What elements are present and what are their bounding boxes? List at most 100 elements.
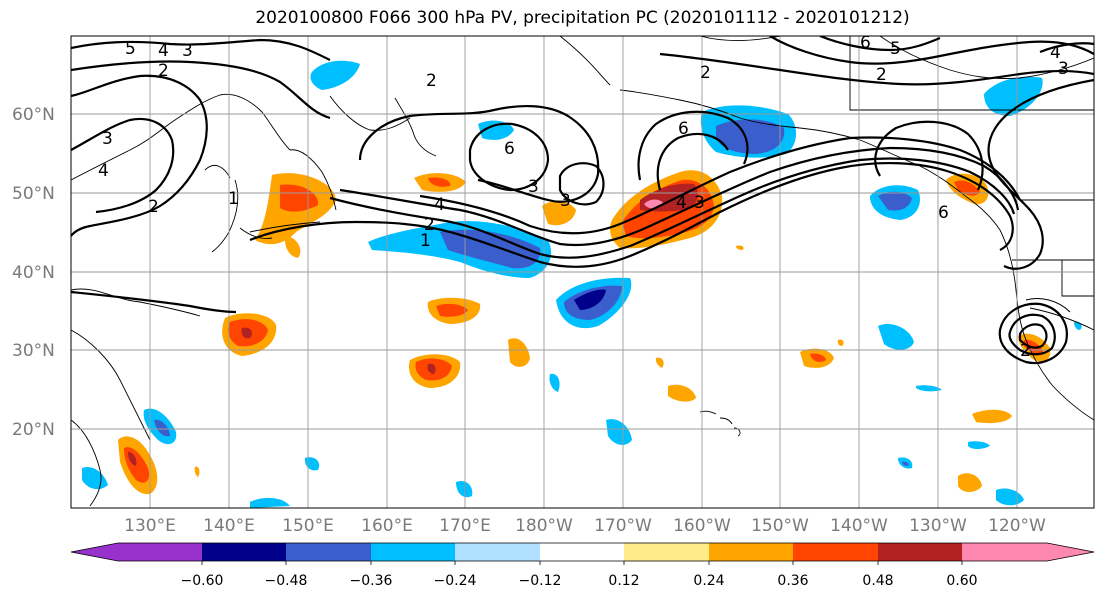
pv-contour	[71, 38, 331, 61]
precip-patch	[456, 480, 473, 498]
pv-contour	[987, 78, 1094, 270]
precip-patch	[716, 119, 785, 154]
contour-label: 2	[426, 71, 437, 91]
precip-patch	[902, 461, 909, 466]
precip-patch	[968, 441, 990, 449]
colorbar-segment	[793, 543, 878, 561]
precip-patch	[478, 120, 514, 140]
lat-label: 30°N	[12, 341, 55, 361]
contour-label: 3	[182, 41, 193, 61]
lon-label: 150°W	[751, 516, 809, 536]
colorbar-segment	[962, 543, 1047, 561]
colorbar-tick-label: −0.36	[350, 573, 393, 589]
pv-contour	[819, 36, 941, 52]
precip-patch	[606, 419, 632, 445]
lon-label: 170°E	[439, 516, 491, 536]
coastline-hawaii	[699, 410, 741, 437]
pv-contour	[71, 60, 331, 120]
lat-label: 20°N	[12, 420, 55, 440]
contour-label: 3	[694, 193, 705, 213]
precip-patch	[954, 180, 980, 196]
colorbar-segment	[118, 543, 202, 561]
colorbar-tick-label: −0.24	[434, 573, 477, 589]
precip-patch	[878, 191, 912, 211]
precip-patch	[668, 384, 696, 402]
lon-label: 130°E	[124, 516, 176, 536]
lon-label: 160°E	[361, 516, 413, 536]
colorbar-segment	[371, 543, 455, 561]
lat-label: 60°N	[12, 105, 55, 125]
contour-label: 6	[504, 139, 515, 159]
pv-contour	[71, 290, 237, 314]
precip-patch	[304, 457, 320, 471]
lon-label: 140°W	[830, 516, 888, 536]
pv-contour	[339, 146, 1020, 247]
colorbar-ticks: −0.60 −0.48 −0.36 −0.24 −0.12 0.12 0.24 …	[181, 573, 978, 589]
map-title: 2020100800 F066 300 hPa PV, precipitatio…	[255, 8, 910, 28]
contour-label: 4	[98, 161, 109, 181]
pv-contour	[874, 120, 984, 191]
colorbar-segment	[540, 543, 624, 561]
precip-patch	[284, 235, 301, 258]
colorbar-tick-label: −0.12	[519, 573, 562, 589]
lon-axis: 130°E 140°E 150°E 160°E 170°E 180°W 170°…	[124, 516, 1046, 536]
lon-label: 170°W	[594, 516, 652, 536]
precip-shading	[82, 60, 1082, 508]
precip-patch	[508, 338, 530, 367]
pv-contour	[468, 122, 550, 192]
colorbar-tick-label: 0.48	[862, 573, 893, 589]
precip-patch	[82, 466, 108, 490]
pv-contour	[637, 110, 749, 181]
contour-label: 6	[938, 203, 949, 223]
contour-label: 3	[528, 177, 539, 197]
lat-label: 40°N	[12, 263, 55, 283]
precip-patch	[916, 385, 942, 392]
precip-patch	[280, 184, 319, 212]
colorbar-extend-max	[1047, 543, 1094, 561]
colorbar-segment	[202, 543, 286, 561]
precip-patch	[549, 373, 560, 392]
precip-patch	[574, 289, 606, 310]
coastline-kuril-kamchatka	[289, 95, 437, 211]
contour-label: 5	[125, 39, 136, 59]
colorbar-segment	[878, 543, 962, 561]
contour-label: 2	[424, 215, 435, 235]
pv-contour	[1039, 42, 1094, 54]
precip-patch	[128, 452, 137, 466]
coastline-alaska	[619, 89, 1001, 231]
contour-label: 4	[1050, 43, 1061, 63]
contour-label: 2	[1020, 341, 1031, 361]
precip-patch	[655, 357, 664, 368]
contour-label: 2	[876, 65, 887, 85]
precip-patch	[972, 409, 1012, 424]
contour-label: 1	[228, 189, 239, 209]
precip-patch	[984, 76, 1043, 116]
pv-contours-thin	[249, 221, 1071, 313]
pv-contour	[71, 74, 208, 237]
contour-label: 3	[1058, 59, 1069, 79]
precip-patch	[810, 353, 826, 362]
colorbar-segment	[624, 543, 709, 561]
precip-patch	[837, 339, 844, 346]
coastline-asia	[71, 93, 291, 507]
pv-contours	[71, 36, 1094, 365]
colorbar-segment	[455, 543, 540, 561]
colorbar-tick-label: 0.12	[608, 573, 639, 589]
precip-patch	[436, 303, 468, 317]
contour-label: 3	[102, 129, 113, 149]
contour-labels: 5 4 3 2 2 3 4 2 1 4 2 1 6 3 3 6 4 3 2 2 …	[98, 36, 1069, 361]
precip-patch	[241, 327, 253, 339]
colorbar-segment	[286, 543, 371, 561]
pv-contour	[558, 162, 605, 206]
pv-contour	[659, 52, 1094, 86]
plot-frame	[70, 35, 1095, 509]
precip-patch	[194, 466, 200, 477]
pv-contour	[1018, 323, 1048, 349]
contour-label: 4	[676, 193, 687, 213]
contour-label: 4	[434, 195, 445, 215]
contour-label: 2	[148, 197, 159, 217]
lon-label: 140°E	[203, 516, 255, 536]
lon-label: 130°W	[909, 516, 967, 536]
contour-label: 4	[158, 41, 169, 61]
